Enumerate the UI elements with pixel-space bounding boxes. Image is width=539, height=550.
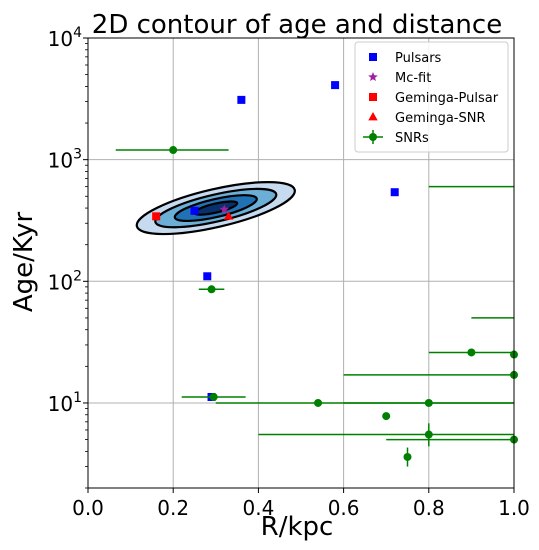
pulsars-point [331, 81, 340, 90]
snrs-point [424, 398, 433, 407]
plot-frame [87, 37, 515, 489]
legend-geminga-pulsar-marker [369, 93, 377, 101]
snrs-point [467, 348, 476, 357]
x-tick-label: 1.0 [498, 496, 530, 520]
snrs-point [403, 452, 412, 461]
legend-pulsars-label: Pulsars [395, 51, 442, 66]
pulsars-point [203, 272, 212, 281]
legend-pulsars-marker [369, 53, 377, 61]
legend-mc-fit-label: Mc-fit [395, 71, 431, 86]
y-tick-label: 103 [48, 147, 82, 173]
y-axis-label: Age/Kyr [9, 212, 39, 313]
y-tick-label: 102 [48, 268, 82, 294]
snrs-point [382, 412, 391, 421]
x-tick-label: 0.4 [242, 496, 274, 520]
y-tick-label: 104 [48, 25, 82, 51]
y-tick-label: 101 [48, 390, 82, 416]
pulsars-point [390, 188, 399, 197]
legend-mc-fit-marker [368, 72, 378, 81]
density-contours [135, 180, 296, 236]
geminga-snr-point [223, 211, 234, 220]
snrs-point [207, 285, 216, 294]
pulsars-point [237, 95, 246, 104]
snrs-point [424, 430, 433, 439]
legend-snrs-marker [369, 133, 377, 141]
legend-geminga-pulsar-label: Geminga-Pulsar [395, 91, 499, 106]
chart-title: 2D contour of age and distance [92, 10, 502, 40]
geminga-pulsar-point [152, 212, 161, 221]
legend-geminga-snr-label: Geminga-SNR [395, 111, 486, 126]
x-tick-label: 0.6 [328, 496, 360, 520]
snrs-point [314, 398, 323, 407]
legend-snrs-label: SNRs [395, 131, 429, 146]
x-tick-label: 0.8 [413, 496, 445, 520]
data-marks [115, 81, 518, 467]
legend-box [354, 41, 509, 153]
x-tick-label: 0.0 [72, 496, 104, 520]
y-axis-ticks: 101 102 103 104 [48, 25, 88, 489]
legend-geminga-snr-marker [368, 112, 378, 121]
x-tick-label: 0.2 [157, 496, 189, 520]
legend: Pulsars Mc-fit Geminga-Pulsar Geminga-SNR SN… [354, 41, 509, 153]
mc-fit-point [219, 204, 230, 214]
snrs-point [209, 392, 218, 401]
x-axis-ticks: 0.0 0.2 0.4 0.6 0.8 1.0 [72, 488, 530, 520]
pulsars-point [190, 206, 199, 215]
x-axis-label: R/kpc [261, 512, 334, 542]
snrs-point [169, 146, 178, 155]
